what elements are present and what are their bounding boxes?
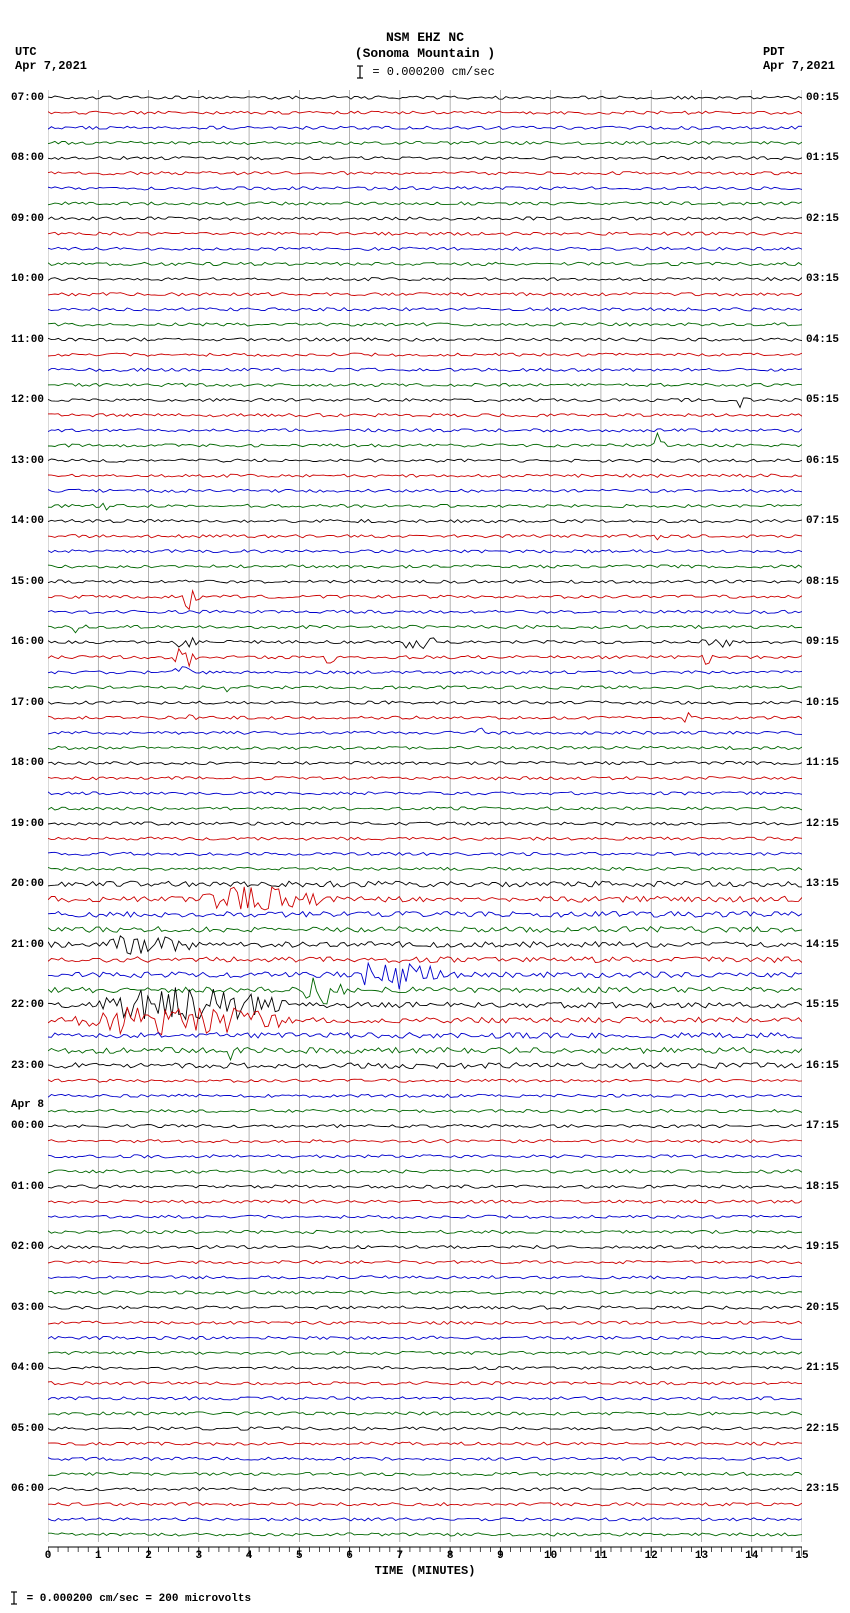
hour-label: 05:15 — [806, 394, 839, 406]
hour-label: 06:00 — [11, 1483, 44, 1495]
tz-right-date: Apr 7,2021 — [763, 59, 835, 73]
hour-label: 16:00 — [11, 636, 44, 648]
hour-label: 04:00 — [11, 1362, 44, 1374]
hour-label: 15:15 — [806, 999, 839, 1011]
hour-label: 00:00 — [11, 1120, 44, 1132]
hour-label: 22:00 — [11, 999, 44, 1011]
hour-label: 18:00 — [11, 757, 44, 769]
hour-label: 12:15 — [806, 818, 839, 830]
header: NSM EHZ NC (Sonoma Mountain ) = 0.000200… — [0, 30, 850, 80]
x-tick: 13 — [695, 1550, 708, 1562]
scale-text: = 0.000200 cm/sec — [372, 65, 494, 79]
hour-label: 07:00 — [11, 92, 44, 104]
hour-label: 10:15 — [806, 697, 839, 709]
x-tick: 12 — [645, 1550, 658, 1562]
station-code: NSM EHZ NC — [0, 30, 850, 46]
tz-right-label: PDT — [763, 45, 835, 59]
tz-left-label: UTC — [15, 45, 87, 59]
hour-label: 21:00 — [11, 939, 44, 951]
y-labels-right: 00:15 01:15 02:15 03:15 04:15 05:15 06:15 07:15… — [804, 90, 850, 1542]
hour-label: 23:15 — [806, 1483, 839, 1495]
x-tick: 1 — [95, 1550, 102, 1562]
hour-label: 22:15 — [806, 1423, 839, 1435]
hour-label: 05:00 — [11, 1423, 44, 1435]
hour-label: 14:00 — [11, 515, 44, 527]
hour-label: 02:15 — [806, 213, 839, 225]
scale-bar: = 0.000200 cm/sec — [0, 65, 850, 80]
hour-label: 11:15 — [806, 757, 839, 769]
x-tick: 3 — [195, 1550, 202, 1562]
hour-label: 08:15 — [806, 576, 839, 588]
tz-right: PDT Apr 7,2021 — [763, 45, 835, 73]
x-tick: 10 — [544, 1550, 557, 1562]
hour-label: 04:15 — [806, 334, 839, 346]
hour-label: 19:15 — [806, 1241, 839, 1253]
x-tick: 9 — [497, 1550, 504, 1562]
hour-label: 10:00 — [11, 273, 44, 285]
x-tick: 11 — [594, 1550, 607, 1562]
x-tick: 6 — [346, 1550, 353, 1562]
hour-label: 16:15 — [806, 1060, 839, 1072]
tz-left-date: Apr 7,2021 — [15, 59, 87, 73]
hour-label: 19:00 — [11, 818, 44, 830]
x-tick: 14 — [745, 1550, 758, 1562]
x-tick: 7 — [397, 1550, 404, 1562]
x-axis-title: TIME (MINUTES) — [48, 1564, 802, 1578]
hour-label: 14:15 — [806, 939, 839, 951]
x-tick: 5 — [296, 1550, 303, 1562]
x-tick: 2 — [145, 1550, 152, 1562]
hour-label: 12:00 — [11, 394, 44, 406]
footer-text: = 0.000200 cm/sec = 200 microvolts — [27, 1593, 251, 1605]
hour-label: 11:00 — [11, 334, 44, 346]
hour-label: 20:15 — [806, 1302, 839, 1314]
hour-label: 17:00 — [11, 697, 44, 709]
hour-label: 09:15 — [806, 636, 839, 648]
hour-label: 08:00 — [11, 152, 44, 164]
x-axis: 0123456789101112131415 TIME (MINUTES) — [48, 1546, 802, 1586]
station-name: (Sonoma Mountain ) — [0, 46, 850, 62]
x-tick: 4 — [246, 1550, 253, 1562]
hour-label: 02:00 — [11, 1241, 44, 1253]
hour-label: 01:15 — [806, 152, 839, 164]
hour-label: 17:15 — [806, 1120, 839, 1132]
hour-label: 13:15 — [806, 878, 839, 890]
hour-label: 01:00 — [11, 1181, 44, 1193]
x-tick: 0 — [45, 1550, 52, 1562]
hour-label: 15:00 — [11, 576, 44, 588]
hour-label: 07:15 — [806, 515, 839, 527]
hour-label: 18:15 — [806, 1181, 839, 1193]
x-tick: 15 — [795, 1550, 808, 1562]
x-tick: 8 — [447, 1550, 454, 1562]
hour-label: 13:00 — [11, 455, 44, 467]
footer: = 0.000200 cm/sec = 200 microvolts — [6, 1591, 251, 1605]
helicorder-plot — [48, 90, 802, 1542]
hour-label: 00:15 — [806, 92, 839, 104]
hour-label: 20:00 — [11, 878, 44, 890]
hour-label: 06:15 — [806, 455, 839, 467]
hour-label: 09:00 — [11, 213, 44, 225]
hour-label: 21:15 — [806, 1362, 839, 1374]
hour-label: 03:15 — [806, 273, 839, 285]
hour-label: 03:00 — [11, 1302, 44, 1314]
seismogram-container: NSM EHZ NC (Sonoma Mountain ) = 0.000200… — [0, 0, 850, 1613]
y-labels-left: 07:00 08:00 09:00 10:00 11:00 12:00 13:00 14:00… — [0, 90, 46, 1542]
tz-left: UTC Apr 7,2021 — [15, 45, 87, 73]
hour-label: 23:00 — [11, 1060, 44, 1072]
hour-label: Apr 8 — [11, 1099, 44, 1111]
